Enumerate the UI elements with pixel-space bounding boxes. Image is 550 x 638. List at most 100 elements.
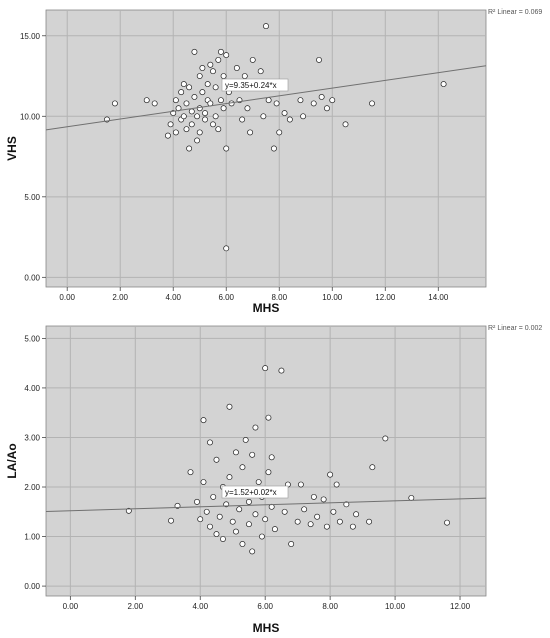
data-point [183,126,190,133]
data-point [197,516,204,523]
data-point [233,449,239,456]
data-point [215,56,222,63]
data-point [207,61,214,68]
data-point [369,100,375,107]
equation-label: y=9.35+0.24*x [225,81,277,90]
x-tick-label: 2.00 [128,602,144,611]
data-point [276,129,283,136]
data-point [329,97,336,104]
data-point [194,113,201,120]
x-tick-label: 12.00 [375,293,396,302]
chart-vhs-vs-mhs: 0.00 2.00 4.00 6.00 8.00 10.00 12.00 14.00 0.00 5… [0,0,550,318]
data-point [200,479,207,486]
data-point [271,145,277,152]
data-point [255,479,262,486]
data-point [223,245,230,252]
data-point [281,110,288,117]
data-point [249,56,256,63]
data-point [167,121,174,128]
data-point [262,365,269,372]
data-point [188,108,195,115]
y-tick-label: 5.00 [24,193,40,202]
data-point [236,506,243,513]
data-point [164,132,171,139]
data-point [168,517,174,524]
data-point [288,541,295,547]
x-tick-label: 8.00 [271,293,287,302]
data-point [194,498,200,505]
data-point [178,89,185,96]
data-point [239,116,246,123]
data-point [310,100,317,107]
data-point [252,424,259,431]
data-point [242,436,249,443]
data-point [172,129,179,136]
data-point [271,526,278,533]
data-point [327,471,334,478]
data-point [143,97,150,104]
data-point [215,126,222,133]
x-tick-label: 0.00 [63,602,79,611]
data-point [336,518,343,525]
data-point [307,521,314,528]
y-axis-title: LA/Ao [5,443,19,478]
data-point [333,481,340,488]
data-point [204,81,211,88]
data-point [301,506,308,513]
regression-line [46,65,486,131]
data-point [191,48,198,55]
data-point [444,519,450,526]
data-point [314,513,321,520]
data-point [318,94,325,100]
data-point [199,89,206,96]
x-tick-label: 8.00 [322,602,338,611]
data-point [213,531,220,538]
data-point [196,129,203,136]
data-point [187,469,194,476]
data-point [210,121,216,128]
data-point [199,65,206,71]
y-tick-label: 0.00 [24,273,40,282]
data-point [212,113,219,120]
data-point [324,105,330,112]
plot-area [45,325,487,597]
data-point [223,52,230,59]
data-point [210,493,217,500]
y-tick-label: 5.00 [24,334,40,343]
data-point [297,481,304,488]
data-point [200,417,207,424]
plot-area [45,9,487,288]
y-axis-title: VHS [5,136,19,161]
data-point [233,528,239,535]
y-tick-label: 15.00 [20,32,41,41]
data-point [278,367,285,374]
data-point [239,541,246,547]
data-point [323,523,330,530]
data-point [294,518,301,525]
data-point [226,403,233,410]
data-point [252,511,259,518]
data-point [249,548,256,555]
data-point [186,145,193,152]
data-point [310,493,317,500]
data-point [408,494,415,501]
equation-box [221,485,289,499]
data-point [257,68,264,75]
data-point [180,81,187,88]
data-point [281,508,288,515]
data-point [111,100,118,107]
data-point [220,73,227,79]
y-tick-label: 4.00 [24,384,40,393]
data-point [247,129,254,136]
data-point [207,523,213,530]
data-point [258,533,265,540]
data-point [349,523,356,530]
data-point [217,97,224,104]
data-point [203,508,210,515]
data-point [220,536,226,542]
data-point [241,73,248,79]
data-point [202,110,208,117]
data-point [343,501,350,508]
y-tick-label: 1.00 [24,533,40,542]
x-tick-label: 6.00 [257,602,273,611]
